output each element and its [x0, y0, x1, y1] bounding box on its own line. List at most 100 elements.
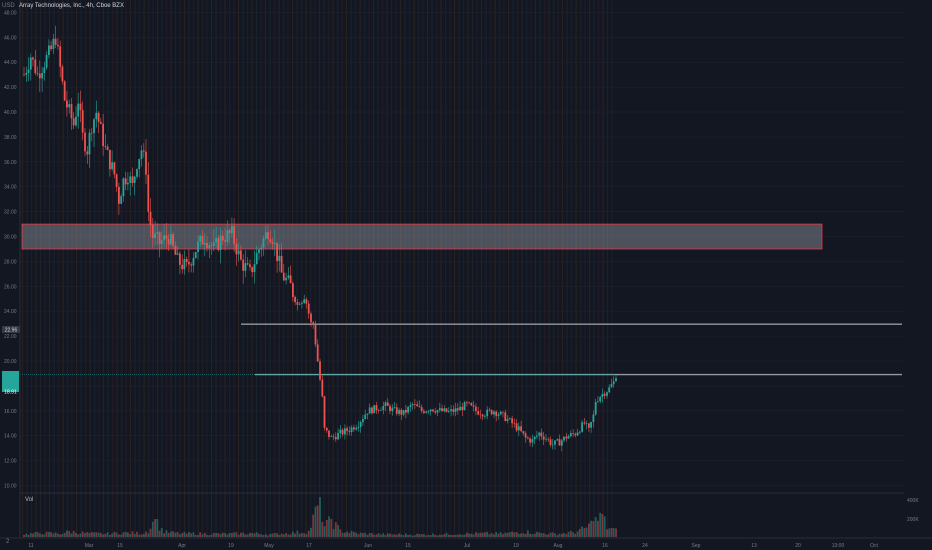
volume-bar	[375, 534, 378, 537]
candle	[136, 168, 138, 180]
session-band	[368, 0, 370, 538]
session-band	[485, 0, 487, 538]
volume-bar	[511, 531, 513, 537]
candle	[145, 139, 147, 184]
candle	[405, 405, 407, 419]
volume-bar	[339, 529, 342, 537]
candle	[508, 417, 511, 421]
candle	[450, 405, 452, 417]
session-band	[310, 0, 312, 538]
volume-bar	[466, 532, 468, 537]
volume-bar	[52, 533, 55, 537]
session-band	[197, 0, 199, 538]
price-tick-label: 10.00	[4, 484, 17, 490]
volume-bar	[287, 534, 290, 537]
session-band	[215, 0, 217, 538]
price-tick-label: 14.00	[4, 434, 17, 440]
volume-bar	[463, 534, 466, 537]
candle	[350, 425, 353, 436]
volume-bar	[364, 532, 367, 537]
candle	[109, 149, 111, 177]
candle	[289, 265, 292, 284]
level-price-tag[interactable]: 22.96	[2, 326, 20, 334]
current-price-tag[interactable]: 18.91	[2, 371, 19, 396]
candle	[61, 64, 64, 85]
session-band	[44, 0, 46, 538]
supply-zone[interactable]	[21, 223, 823, 250]
session-band	[238, 0, 240, 538]
candle	[81, 101, 84, 141]
volume-bar	[346, 531, 348, 537]
session-band	[202, 0, 204, 538]
volume-bar	[122, 532, 125, 537]
candle	[242, 254, 245, 284]
time-tick-label: Jun	[364, 543, 372, 549]
candle	[418, 400, 421, 408]
candle	[303, 294, 306, 305]
candle	[445, 408, 448, 413]
volume-bar	[398, 533, 400, 537]
volume-bar	[576, 531, 579, 537]
volume-tick-label: 400K	[907, 498, 919, 504]
session-band	[575, 0, 577, 538]
candle	[497, 412, 500, 420]
volume-bar	[276, 533, 278, 537]
volume-bar	[264, 534, 267, 537]
price-tick-label: 36.00	[4, 160, 17, 166]
volume-bar	[156, 519, 159, 537]
candle	[90, 127, 93, 142]
volume-bar	[181, 533, 184, 537]
session-band	[431, 0, 433, 538]
candle	[138, 158, 141, 178]
candle	[583, 418, 586, 426]
session-band	[103, 0, 105, 538]
session-band	[211, 0, 213, 538]
session-band	[224, 0, 226, 538]
volume-bar	[323, 526, 326, 537]
volume-bar	[409, 534, 412, 537]
candle	[296, 298, 299, 311]
volume-bar	[142, 533, 145, 537]
candle	[323, 395, 326, 431]
volume-bar	[109, 535, 111, 537]
volume-bar	[131, 531, 134, 537]
session-band	[512, 0, 514, 538]
volume-bar	[199, 532, 202, 537]
candle	[41, 66, 43, 92]
session-band	[413, 0, 415, 538]
volume-bar	[565, 534, 568, 537]
candle	[341, 428, 344, 437]
session-band	[305, 0, 307, 538]
session-band	[319, 0, 321, 538]
volume-bar	[563, 532, 565, 537]
session-band	[566, 0, 568, 538]
chart-legend[interactable]: USD Array Technologies, Inc., 4h, Cboe B…	[2, 3, 127, 9]
candle	[237, 243, 240, 262]
volume-bar	[420, 534, 423, 537]
time-tick-label: Mar	[85, 543, 94, 549]
candle	[420, 404, 423, 414]
session-band	[206, 0, 208, 538]
candle	[574, 432, 577, 438]
candle	[29, 53, 32, 81]
candle	[563, 436, 565, 443]
volume-bar	[542, 533, 545, 537]
volume-bar	[314, 506, 317, 537]
volume-bar	[145, 531, 147, 537]
candle	[38, 60, 41, 92]
volume-bar	[608, 528, 611, 537]
volume-bar	[147, 533, 150, 537]
volume-bar	[395, 534, 398, 537]
volume-bar	[206, 534, 208, 537]
volume-bar	[174, 532, 177, 537]
candle	[183, 250, 186, 275]
volume-bar	[244, 534, 247, 537]
session-band	[112, 0, 114, 538]
volume-bar	[373, 534, 376, 537]
candle	[127, 172, 129, 191]
volume-bar	[120, 534, 123, 537]
volume-bar	[77, 534, 80, 537]
candle	[104, 134, 107, 150]
volume-bar	[50, 532, 52, 537]
